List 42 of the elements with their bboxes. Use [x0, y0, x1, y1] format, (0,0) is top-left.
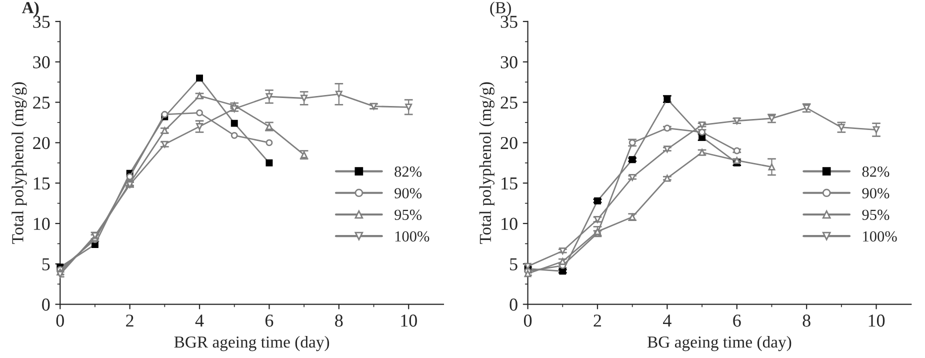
y-axis-title: Total polyphenol (mg/g) [12, 82, 27, 244]
x-tick-label: 6 [265, 314, 274, 327]
x-tick-label: 4 [195, 314, 204, 327]
x-axis-title: BG ageing time (day) [648, 336, 792, 352]
y-tick-label: 35 [500, 16, 518, 28]
y-tick-label: 20 [500, 136, 518, 150]
x-tick-label: 2 [126, 314, 134, 327]
y-tick-label: 15 [502, 177, 518, 190]
y-tick-label: 5 [510, 258, 518, 270]
y-tick-label: 5 [42, 258, 50, 270]
legend-label: 90% [862, 188, 890, 198]
x-tick-label: 2 [594, 314, 602, 327]
legend-label: 95% [394, 210, 422, 220]
x-tick-label: 8 [335, 314, 343, 327]
y-tick-label: 25 [33, 96, 50, 109]
x-tick-label: 0 [524, 314, 532, 327]
legend-label: 100% [395, 231, 430, 242]
y-tick-label: 10 [502, 218, 518, 230]
chart-title: A) [22, 2, 39, 17]
legend-label: 82% [394, 166, 422, 177]
y-tick-label: 30 [500, 56, 518, 68]
y-axis-title: Total polyphenol (mg/g) [479, 82, 494, 244]
y-tick-label: 0 [510, 298, 518, 311]
y-tick-label: 35 [33, 16, 50, 28]
legend-label: 100% [863, 231, 897, 242]
chart-title: (B) [490, 2, 511, 17]
x-tick-label: 10 [868, 314, 885, 327]
x-tick-label: 6 [733, 314, 741, 327]
x-tick-label: 4 [663, 314, 672, 327]
y-tick-label: 30 [33, 56, 50, 68]
legend-label: 95% [862, 210, 890, 220]
x-tick-label: 0 [56, 314, 64, 327]
x-axis-title: BGR ageing time (day) [174, 336, 330, 352]
y-tick-label: 0 [42, 298, 50, 311]
y-tick-label: 25 [500, 96, 518, 109]
y-tick-label: 15 [34, 177, 50, 190]
legend-label: 90% [394, 188, 422, 198]
x-tick-label: 10 [401, 314, 417, 327]
x-tick-label: 8 [802, 314, 810, 327]
y-tick-label: 10 [34, 218, 50, 230]
legend-label: 82% [862, 166, 890, 177]
y-tick-label: 20 [33, 136, 50, 150]
